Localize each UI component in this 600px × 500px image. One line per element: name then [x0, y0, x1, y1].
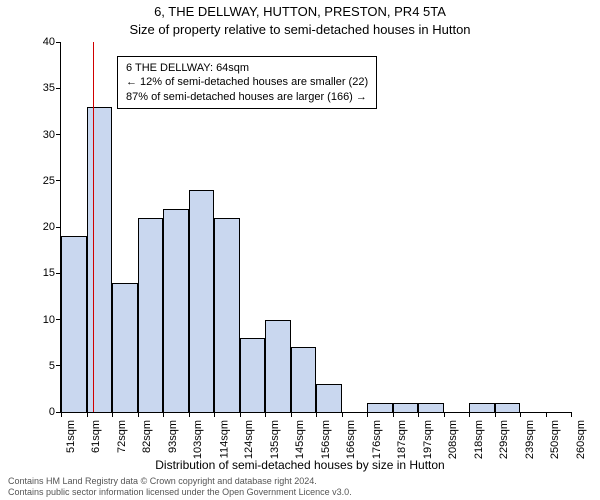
annotation-line-1: 6 THE DELLWAY: 64sqm [126, 61, 368, 75]
x-tick [367, 412, 368, 417]
x-tick-label: 103sqm [193, 420, 205, 459]
x-tick-label: 61sqm [91, 420, 103, 453]
x-tick [291, 412, 292, 417]
y-tick-label: 20 [33, 221, 55, 233]
histogram-bar [138, 218, 164, 412]
y-tick [56, 227, 61, 228]
x-tick-label: 166sqm [346, 420, 358, 459]
histogram-bar [367, 403, 393, 412]
x-tick [342, 412, 343, 417]
annotation-line-2: ← 12% of semi-detached houses are smalle… [126, 75, 368, 89]
x-tick [469, 412, 470, 417]
x-tick [214, 412, 215, 417]
histogram-bar [265, 320, 291, 413]
histogram-bar [189, 190, 215, 412]
chart-plot-area: 6 THE DELLWAY: 64sqm ← 12% of semi-detac… [60, 42, 571, 413]
y-tick-label: 35 [33, 82, 55, 94]
x-tick-label: 260sqm [575, 420, 587, 459]
x-tick-label: 135sqm [269, 420, 281, 459]
histogram-bar [469, 403, 495, 412]
chart-title: Size of property relative to semi-detach… [0, 22, 600, 37]
reference-line [93, 42, 94, 412]
y-tick [56, 88, 61, 89]
x-tick-label: 82sqm [142, 420, 154, 453]
y-tick-label: 25 [33, 175, 55, 187]
x-tick [316, 412, 317, 417]
histogram-bar [240, 338, 266, 412]
footer-attribution: Contains HM Land Registry data © Crown c… [8, 476, 352, 498]
x-tick-label: 124sqm [244, 420, 256, 459]
x-tick-label: 145sqm [295, 420, 307, 459]
y-tick [56, 180, 61, 181]
x-tick-label: 229sqm [499, 420, 511, 459]
x-tick-label: 93sqm [167, 420, 179, 453]
histogram-bar [291, 347, 317, 412]
x-tick-label: 51sqm [65, 420, 77, 453]
x-tick-label: 187sqm [397, 420, 409, 459]
histogram-bar [495, 403, 521, 412]
x-tick [87, 412, 88, 417]
x-tick [265, 412, 266, 417]
x-tick [495, 412, 496, 417]
y-tick [56, 134, 61, 135]
y-tick-label: 5 [33, 360, 55, 372]
x-tick [546, 412, 547, 417]
footer-line-2: Contains public sector information licen… [8, 487, 352, 498]
x-tick-label: 239sqm [524, 420, 536, 459]
histogram-bar [112, 283, 138, 413]
x-tick [393, 412, 394, 417]
x-tick [138, 412, 139, 417]
histogram-bar [316, 384, 342, 412]
x-tick [240, 412, 241, 417]
x-tick [418, 412, 419, 417]
x-tick [520, 412, 521, 417]
histogram-bar [418, 403, 444, 412]
x-tick-label: 208sqm [448, 420, 460, 459]
x-tick-label: 218sqm [473, 420, 485, 459]
histogram-bar [393, 403, 419, 412]
histogram-bar [163, 209, 189, 413]
x-tick-label: 176sqm [371, 420, 383, 459]
x-tick [61, 412, 62, 417]
x-tick-label: 250sqm [550, 420, 562, 459]
y-tick-label: 15 [33, 267, 55, 279]
histogram-bar [61, 236, 87, 412]
y-tick-label: 10 [33, 314, 55, 326]
x-tick-label: 72sqm [116, 420, 128, 453]
x-tick [112, 412, 113, 417]
x-tick [444, 412, 445, 417]
histogram-bar [87, 107, 113, 412]
y-tick-label: 0 [33, 406, 55, 418]
x-tick-label: 114sqm [218, 420, 230, 458]
x-tick-label: 197sqm [422, 420, 434, 459]
footer-line-1: Contains HM Land Registry data © Crown c… [8, 476, 352, 487]
x-tick [571, 412, 572, 417]
y-tick-label: 30 [33, 129, 55, 141]
annotation-box: 6 THE DELLWAY: 64sqm ← 12% of semi-detac… [117, 56, 377, 109]
y-tick-label: 40 [33, 36, 55, 48]
annotation-line-3: 87% of semi-detached houses are larger (… [126, 90, 368, 104]
x-axis-label: Distribution of semi-detached houses by … [0, 458, 600, 472]
x-tick [189, 412, 190, 417]
histogram-bar [214, 218, 240, 412]
y-tick [56, 42, 61, 43]
chart-supertitle: 6, THE DELLWAY, HUTTON, PRESTON, PR4 5TA [0, 4, 600, 19]
x-tick [163, 412, 164, 417]
x-tick-label: 156sqm [320, 420, 332, 459]
